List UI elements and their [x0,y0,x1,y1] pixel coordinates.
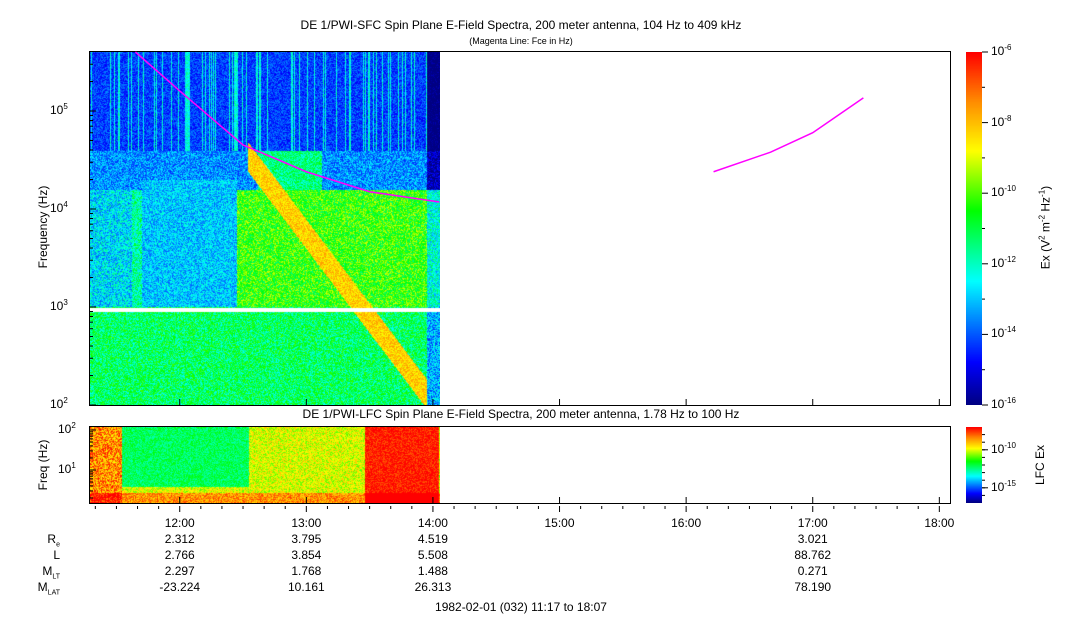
sfc-colorbar [966,52,982,405]
xtick-label: 15:00 [544,516,575,530]
sfc-colorbar-tick-label: 10-6 [991,43,1012,58]
top-panel-frame [89,51,951,406]
top-ytick-label: 105 [50,102,68,117]
ephemeris-value: 2.766 [164,548,195,562]
fce-line-segment-1 [713,97,864,173]
ephemeris-value: -23.224 [159,580,201,594]
sfc-colorbar-tick-label: 10-8 [991,113,1012,129]
ephemeris-row-label: MLAT [37,580,60,597]
lfc-colorbar-tick-label: 10-10 [991,440,1016,456]
sfc-spectrogram-heatmap [90,52,440,405]
ephemeris-row-label: Re [47,532,60,549]
top-ytick-label: 103 [50,298,68,313]
ephemeris-value: 3.795 [291,532,322,546]
lfc-colorbar-label: LFC Ex [1033,445,1047,486]
ephemeris-value: 26.313 [414,580,452,594]
top-ylabel: Frequency (Hz) [36,185,50,269]
top-panel-subtitle: (Magenta Line: Fce in Hz) [469,36,573,46]
ephemeris-value: 78.190 [794,580,832,594]
ephemeris-value: 5.508 [417,548,448,562]
bottom-panel-frame [89,426,951,504]
lfc-spectrogram-heatmap [90,427,440,503]
lfc-colorbar [966,427,982,503]
ephemeris-value: 2.312 [164,532,195,546]
ephemeris-value: 0.271 [797,564,828,578]
ephemeris-value: 2.297 [164,564,195,578]
top-panel-title: DE 1/PWI-SFC Spin Plane E-Field Spectra,… [300,18,742,32]
top-ytick-label: 104 [50,200,68,215]
ephemeris-value: 4.519 [417,532,448,546]
ephemeris-row-label: L [53,548,60,562]
xtick-label: 14:00 [417,516,448,530]
ephemeris-value: 3.021 [797,532,828,546]
fce-line-segment-0 [134,51,440,203]
time-range-footer: 1982-02-01 (032) 11:17 to 18:07 [435,600,607,614]
xtick-label: 17:00 [797,516,828,530]
xtick-label: 16:00 [671,516,702,530]
top-ytick-label: 102 [50,396,68,411]
bottom-ytick-label: 101 [58,461,76,476]
bottom-panel-title: DE 1/PWI-LFC Spin Plane E-Field Spectra,… [302,407,740,421]
sfc-colorbar-tick-label: 10-10 [991,184,1016,200]
sfc-colorbar-label: Ex (V2 m-2 Hz-1) [1037,185,1053,270]
lfc-colorbar-tick-label: 10-15 [991,478,1016,494]
ephemeris-row-label: MLT [42,564,60,581]
bottom-ylabel: Freq (Hz) [36,439,50,491]
xtick-label: 13:00 [291,516,322,530]
xtick-label: 12:00 [164,516,195,530]
sfc-colorbar-tick-label: 10-14 [991,325,1016,341]
ephemeris-value: 1.768 [291,564,322,578]
xtick-label: 18:00 [924,516,955,530]
ephemeris-value: 3.854 [291,548,322,562]
ephemeris-value: 10.161 [287,580,325,594]
ephemeris-value: 88.762 [794,548,832,562]
sfc-colorbar-tick-label: 10-12 [991,254,1016,270]
ephemeris-value: 1.488 [417,564,448,578]
bottom-ytick-label: 102 [58,421,76,436]
sfc-colorbar-tick-label: 10-16 [991,396,1016,411]
